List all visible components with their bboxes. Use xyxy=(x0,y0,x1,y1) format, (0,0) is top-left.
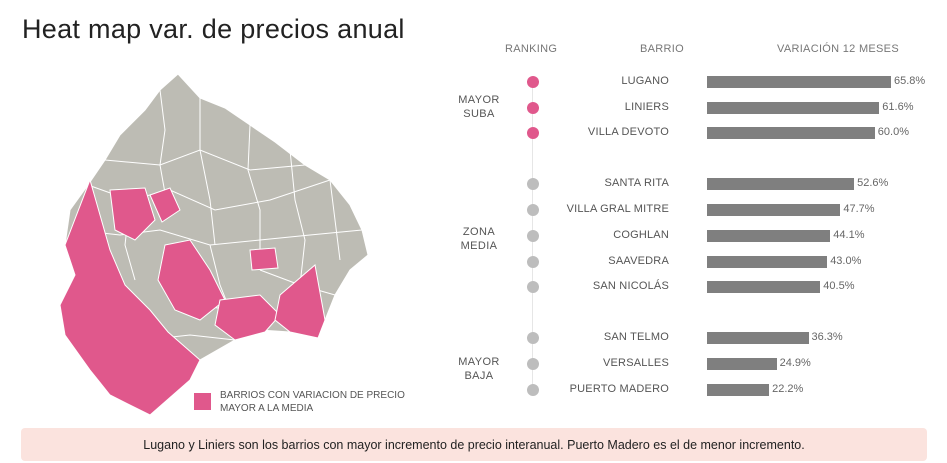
ranking-dot xyxy=(527,358,539,370)
barrio-label: SAN TELMO xyxy=(603,331,669,343)
barrio-label: LINIERS xyxy=(624,101,669,113)
map-region-center-south xyxy=(157,239,226,321)
ranking-dot xyxy=(527,76,539,88)
variation-value: 36.3% xyxy=(811,331,843,343)
variation-bar xyxy=(707,178,855,190)
variation-value: 43.0% xyxy=(830,255,862,267)
map-region-west xyxy=(59,178,201,415)
ranking-dot xyxy=(527,102,539,114)
ranking-dot xyxy=(527,204,539,216)
variation-bar xyxy=(707,281,821,293)
ranking-dot xyxy=(527,230,539,242)
variation-value: 60.0% xyxy=(877,126,909,138)
heat-map xyxy=(59,73,369,415)
footer-note: Lugano y Liniers son los barrios con may… xyxy=(21,428,927,461)
group-label-line: SUBA xyxy=(463,108,495,120)
barrio-label: PUERTO MADERO xyxy=(569,383,669,395)
barrio-label: VERSALLES xyxy=(602,357,669,369)
variation-bar xyxy=(707,102,880,114)
variation-value: 22.2% xyxy=(772,383,804,395)
ranking-dot xyxy=(527,332,539,344)
map-region-devoto xyxy=(149,187,181,223)
ranking-dot xyxy=(527,256,539,268)
group-label-line: ZONA xyxy=(462,226,496,238)
barrio-label: VILLA GRAL MITRE xyxy=(566,203,669,215)
barrio-label: LUGANO xyxy=(621,75,669,87)
group-mayor-baja: MAYOR BAJA xyxy=(439,355,519,383)
header-variacion: VARIACIÓN 12 MESES xyxy=(777,43,899,55)
variation-value: 44.1% xyxy=(833,229,865,241)
map-region-northwest xyxy=(109,187,156,241)
group-mayor-suba: MAYOR SUBA xyxy=(439,93,519,121)
page-title: Heat map var. de precios anual xyxy=(22,14,405,44)
variation-value: 61.6% xyxy=(882,101,914,113)
variation-value: 40.5% xyxy=(823,280,855,292)
group-label-line: BAJA xyxy=(464,370,494,382)
ranking-dot xyxy=(527,281,539,293)
legend-swatch xyxy=(194,393,211,410)
header-barrio: BARRIO xyxy=(640,43,684,55)
ranking-dot xyxy=(527,178,539,190)
variation-bar xyxy=(707,256,828,268)
variation-bar xyxy=(707,204,841,216)
barrio-label: VILLA DEVOTO xyxy=(587,126,669,138)
legend-label: BARRIOS CON VARIACION DE PRECIO MAYOR A … xyxy=(220,390,405,414)
group-label-line: MAYOR xyxy=(458,94,500,106)
variation-bar xyxy=(707,76,891,88)
variation-bar xyxy=(707,230,831,242)
map-region-southeast xyxy=(274,264,326,339)
variation-value: 65.8% xyxy=(894,75,926,87)
map-region-center xyxy=(249,247,279,271)
barrio-label: SAN NICOLÁS xyxy=(592,280,669,292)
map-highlighted-barrios xyxy=(59,178,326,415)
header-ranking: RANKING xyxy=(505,43,558,55)
variation-bar xyxy=(707,127,875,139)
map-region-south xyxy=(214,294,281,341)
variation-value: 52.6% xyxy=(857,177,889,189)
group-label-line: MEDIA xyxy=(460,240,498,252)
variation-bar xyxy=(707,332,809,344)
group-label-line: MAYOR xyxy=(458,356,500,368)
variation-bar xyxy=(707,384,770,396)
variation-value: 47.7% xyxy=(843,203,875,215)
ranking-dot xyxy=(527,384,539,396)
variation-value: 24.9% xyxy=(779,357,811,369)
group-zona-media: ZONA MEDIA xyxy=(439,225,519,253)
variation-bar xyxy=(707,358,777,370)
ranking-dot xyxy=(527,127,539,139)
barrio-label: COGHLAN xyxy=(613,229,669,241)
barrio-label: SANTA RITA xyxy=(604,177,669,189)
barrio-label: SAAVEDRA xyxy=(608,255,669,267)
